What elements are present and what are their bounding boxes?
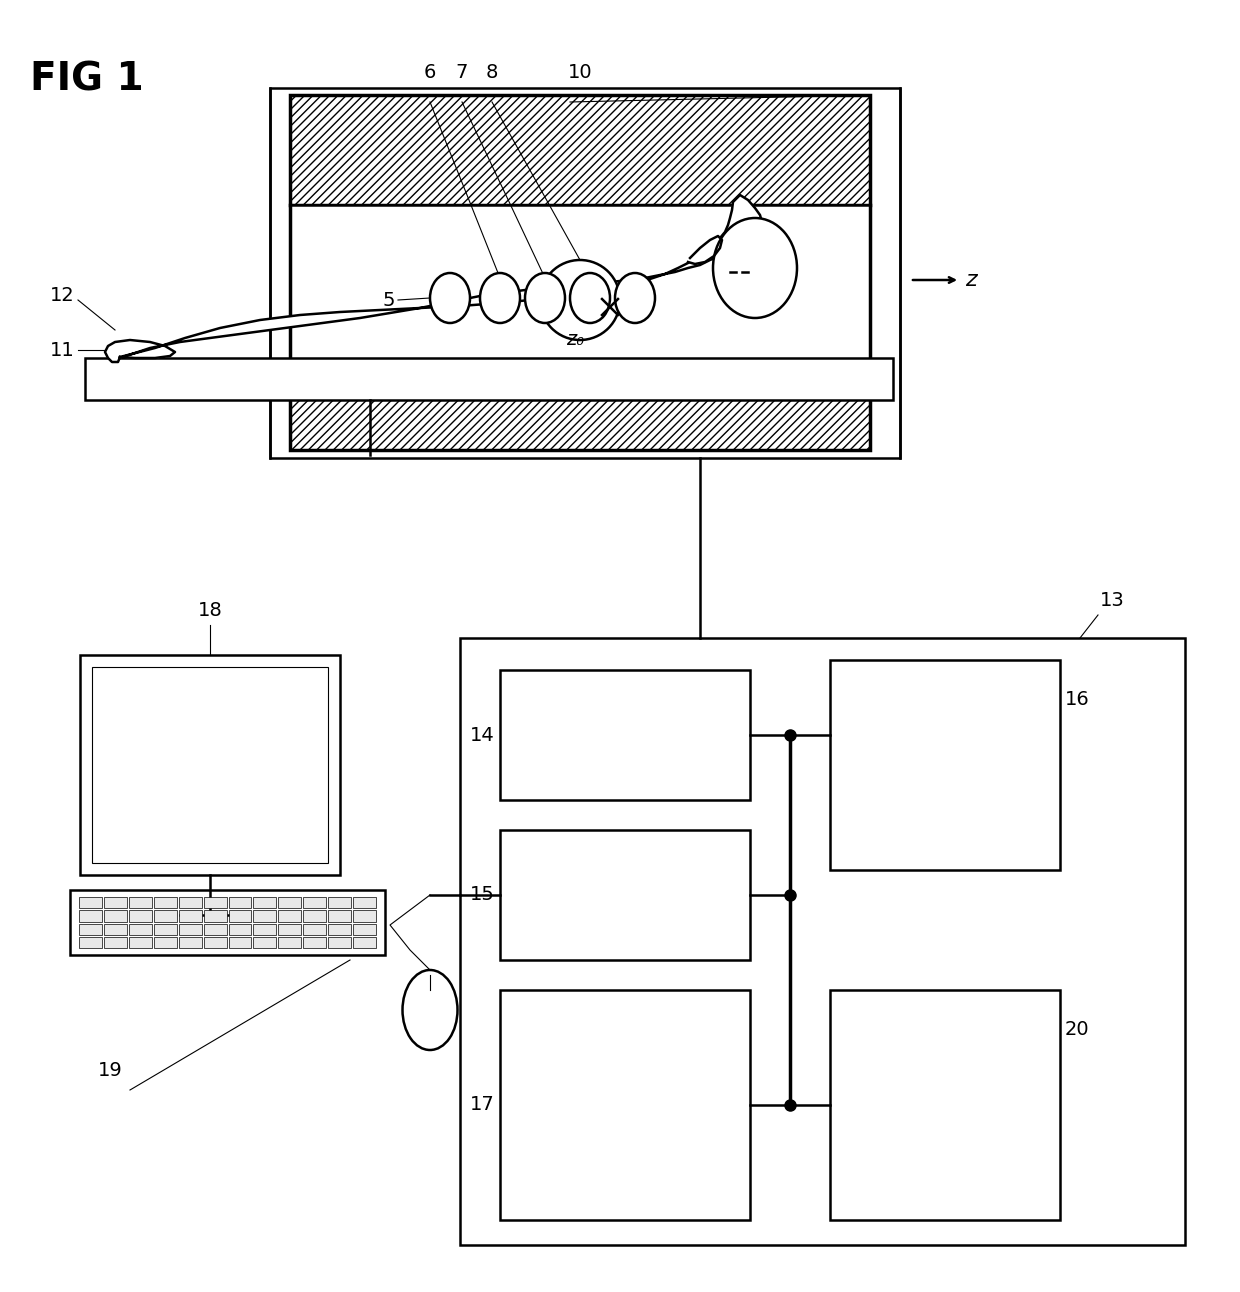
Text: z₀: z₀ [565,329,584,349]
Text: FIG 1: FIG 1 [30,59,144,98]
Text: 8: 8 [486,63,498,81]
Text: 5: 5 [382,291,396,310]
Ellipse shape [525,273,565,323]
Bar [353,937,376,948]
Polygon shape [120,195,763,358]
Bar [304,937,326,948]
Bar [129,911,151,921]
Ellipse shape [615,273,655,323]
Bar [203,924,227,934]
Text: 14: 14 [470,726,495,744]
Bar [329,924,351,934]
Bar [203,937,227,948]
Bar [278,897,301,908]
Bar [69,890,384,955]
Bar [203,897,227,908]
Ellipse shape [430,273,470,323]
Text: 13: 13 [1100,590,1125,610]
Text: 17: 17 [470,1096,495,1115]
Bar [203,911,227,921]
Bar [830,990,1060,1220]
Bar [253,937,277,948]
Bar [129,924,151,934]
Bar [329,897,351,908]
Text: 11: 11 [51,341,74,359]
Bar [329,911,351,921]
Text: 20: 20 [1065,1019,1090,1039]
Bar [228,924,252,934]
Bar [129,897,151,908]
Text: 10: 10 [568,63,593,81]
Bar [278,911,301,921]
Bar [353,924,376,934]
Bar [304,911,326,921]
Bar [253,897,277,908]
Text: 7: 7 [456,63,469,81]
Bar [304,897,326,908]
Bar [228,937,252,948]
Bar [278,924,301,934]
Bar [830,660,1060,870]
Text: 18: 18 [197,601,222,620]
Bar [290,205,870,363]
Bar [460,638,1185,1245]
Polygon shape [105,340,175,362]
Ellipse shape [480,273,520,323]
Bar [179,937,202,948]
Ellipse shape [570,273,610,323]
Polygon shape [688,236,722,264]
Text: 19: 19 [98,1061,123,1080]
Bar [104,924,126,934]
Bar [79,911,102,921]
Bar [290,96,870,205]
Text: 15: 15 [470,885,495,904]
Bar [253,924,277,934]
Bar [179,911,202,921]
Bar [129,937,151,948]
Text: z: z [965,270,977,289]
Bar [290,363,870,450]
Text: 16: 16 [1065,690,1090,709]
Bar [500,990,750,1220]
Bar [79,924,102,934]
Bar [228,897,252,908]
Bar [304,924,326,934]
Polygon shape [730,255,748,273]
Bar [228,911,252,921]
Bar [179,924,202,934]
Bar [104,897,126,908]
Bar [104,937,126,948]
Bar [353,897,376,908]
Bar [353,911,376,921]
Text: 6: 6 [424,63,436,81]
Bar [79,897,102,908]
Bar [270,88,900,457]
Bar [329,937,351,948]
Text: 12: 12 [51,286,74,305]
Bar [154,924,176,934]
Ellipse shape [713,218,797,318]
Ellipse shape [403,970,458,1050]
Bar [154,897,176,908]
Bar [79,937,102,948]
Bar [253,911,277,921]
Bar [179,897,202,908]
Bar [278,937,301,948]
Bar [500,829,750,960]
Bar [104,911,126,921]
Bar [154,911,176,921]
Bar [154,937,176,948]
Circle shape [539,260,620,340]
Bar [86,358,893,401]
Bar [81,655,340,875]
Bar [500,671,750,800]
Bar [92,667,329,863]
